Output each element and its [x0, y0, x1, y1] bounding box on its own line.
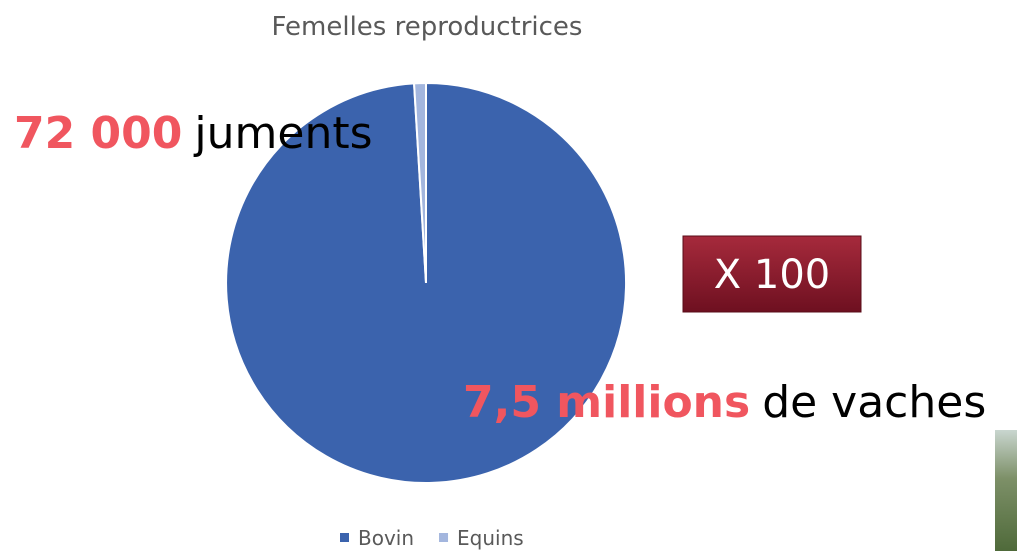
bovin-word: de vaches: [762, 377, 986, 428]
legend-label: Bovin: [358, 526, 414, 550]
photo-fragment: [995, 430, 1017, 551]
equins-count: 72 000: [14, 108, 182, 159]
equins-word: juments: [193, 108, 372, 159]
bovin-count: 7,5 millions: [463, 377, 750, 428]
multiplier-box: [682, 235, 862, 313]
pie: [225, 81, 628, 484]
legend: Bovin Equins: [340, 526, 524, 550]
pie-slice: [413, 81, 427, 284]
bovin-annotation: 7,5 millions de vaches: [463, 377, 986, 428]
legend-label: Equins: [457, 526, 524, 550]
chart-title: Femelles reproductrices: [272, 12, 583, 42]
multiplier-label: X 100: [714, 252, 830, 298]
equins-annotation: 72 000 juments: [14, 108, 373, 159]
legend-swatch: [340, 533, 349, 542]
legend-swatch: [439, 533, 449, 542]
